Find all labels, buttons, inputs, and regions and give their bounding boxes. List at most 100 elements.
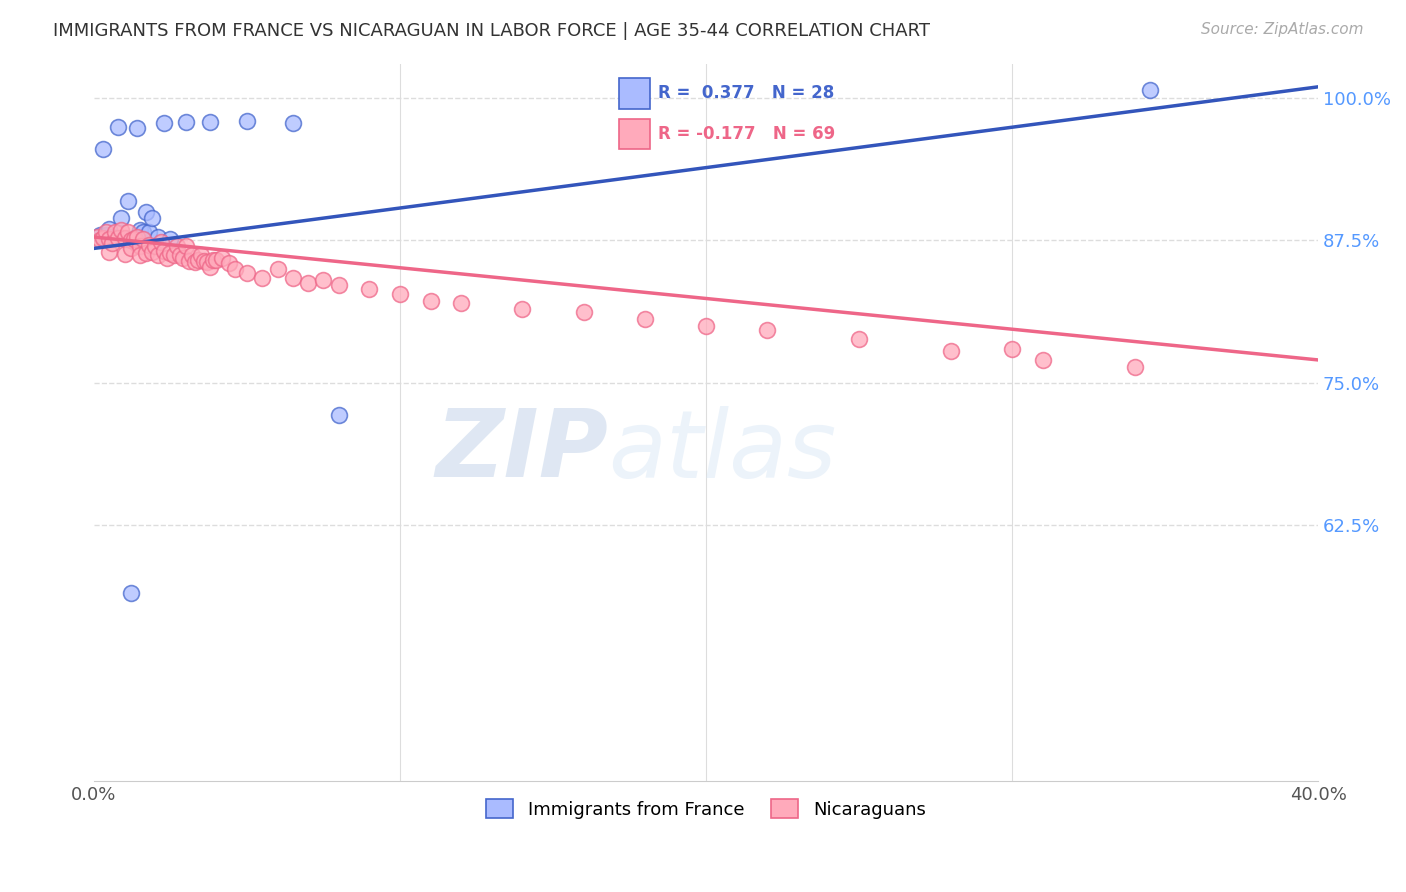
Point [98,222,121,236]
Point [195,255,218,269]
Point [120,586,142,600]
Point [101,230,124,244]
Point [166,239,188,253]
Point [202,252,225,267]
Point [939,343,962,358]
Point [848,333,870,347]
Bar [619,119,650,149]
Point [634,312,657,326]
Point [122,231,145,245]
Point [218,256,240,270]
Point [128,239,150,253]
Point [388,287,411,301]
Point [107,231,129,245]
Point [107,120,129,134]
Point [141,244,163,259]
Point [141,211,163,225]
Point [143,239,166,253]
Point [187,252,209,267]
Point [1139,83,1161,97]
Point [174,115,197,129]
Point [122,232,145,246]
Point [224,261,246,276]
Bar [619,78,650,109]
Point [148,230,170,244]
Point [132,226,155,240]
Legend: Immigrants from France, Nicaraguans: Immigrants from France, Nicaraguans [479,792,934,826]
Text: Source: ZipAtlas.com: Source: ZipAtlas.com [1201,22,1364,37]
Point [512,301,534,316]
Point [128,248,150,262]
Point [135,205,157,219]
Point [172,251,194,265]
Point [125,230,148,244]
Point [236,267,259,281]
Text: IMMIGRANTS FROM FRANCE VS NICARAGUAN IN LABOR FORCE | AGE 35-44 CORRELATION CHAR: IMMIGRANTS FROM FRANCE VS NICARAGUAN IN … [53,22,931,40]
Point [110,223,132,237]
Point [114,247,136,261]
Point [572,305,595,319]
Point [1001,342,1024,356]
Point [281,271,304,285]
Point [169,248,191,262]
Point [236,114,259,128]
Point [91,142,114,156]
Point [96,226,118,240]
Point [328,408,350,422]
Point [135,246,157,260]
Point [177,254,200,268]
Point [89,227,111,242]
Point [1123,359,1146,374]
Point [180,248,202,262]
Text: ZIP: ZIP [436,405,609,497]
Point [1032,353,1054,368]
Point [328,277,350,292]
Point [117,226,139,240]
Point [96,227,118,242]
Point [120,241,142,255]
Point [193,254,215,268]
Point [200,260,222,274]
Point [190,248,212,262]
Point [266,261,288,276]
Point [101,235,124,250]
Point [211,251,233,265]
Point [281,116,304,130]
Point [252,271,274,285]
Point [205,252,228,267]
Point [125,120,148,135]
Point [695,318,717,333]
Point [174,239,197,253]
Point [159,246,181,260]
Point [120,234,142,248]
Point [359,282,381,296]
Point [117,194,139,208]
Point [98,244,121,259]
Point [156,251,179,265]
Point [184,255,207,269]
Point [153,244,176,258]
Point [153,116,176,130]
Point [114,232,136,246]
Point [756,323,779,337]
Point [312,273,335,287]
Point [91,231,114,245]
Point [110,211,132,225]
Point [162,248,184,262]
Point [98,232,121,246]
Point [138,226,160,240]
Point [89,234,111,248]
Text: R =  0.377   N = 28: R = 0.377 N = 28 [658,85,834,103]
Point [148,248,170,262]
Text: atlas: atlas [609,406,837,497]
Point [297,276,319,290]
Point [159,232,181,246]
Point [150,235,173,249]
Point [419,293,441,308]
Point [138,238,160,252]
Point [104,226,127,240]
Point [86,230,108,244]
Point [128,223,150,237]
Point [120,234,142,248]
Point [104,231,127,245]
